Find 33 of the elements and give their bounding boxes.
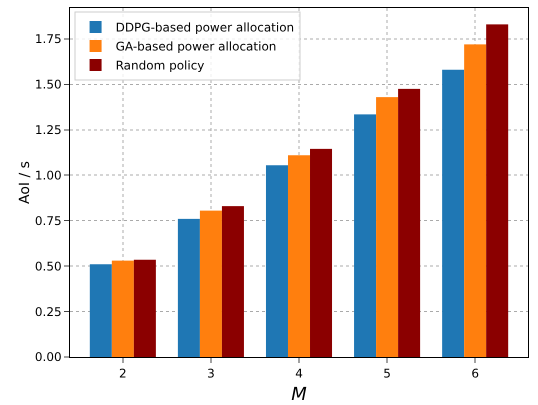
bar (464, 44, 486, 357)
y-tick-label: 1.50 (34, 78, 62, 92)
y-tick-label: 1.75 (34, 32, 62, 46)
bar (112, 260, 134, 357)
x-tick-label: 2 (119, 366, 127, 380)
x-tick-label: 3 (207, 366, 215, 380)
bar (442, 70, 464, 357)
legend-label: GA-based power allocation (116, 40, 276, 54)
y-tick-label: 0.25 (34, 304, 62, 319)
x-axis-title: M (291, 384, 308, 405)
x-tick-label: 4 (295, 366, 303, 380)
y-tick-label: 0.50 (34, 259, 62, 274)
y-axis-title: AoI / s (16, 161, 33, 204)
bar (398, 88, 420, 357)
bar (376, 97, 398, 357)
y-tick-label: 0.75 (34, 214, 62, 228)
x-tick-label: 6 (471, 366, 479, 380)
y-tick-label: 0.00 (34, 350, 62, 364)
bar (266, 165, 288, 357)
bar (486, 24, 508, 357)
bar (90, 264, 112, 357)
y-tick-label: 1.00 (34, 168, 62, 182)
bar (222, 206, 244, 357)
y-tick-label: 1.25 (34, 122, 62, 137)
bar (288, 155, 310, 357)
legend-label: DDPG-based power allocation (116, 20, 294, 35)
bar (200, 210, 222, 357)
bar (178, 218, 200, 357)
x-tick-label: 5 (383, 366, 391, 380)
legend-label: Random policy (116, 58, 204, 73)
bar (134, 260, 156, 357)
bar (354, 114, 376, 357)
bar (310, 148, 332, 357)
